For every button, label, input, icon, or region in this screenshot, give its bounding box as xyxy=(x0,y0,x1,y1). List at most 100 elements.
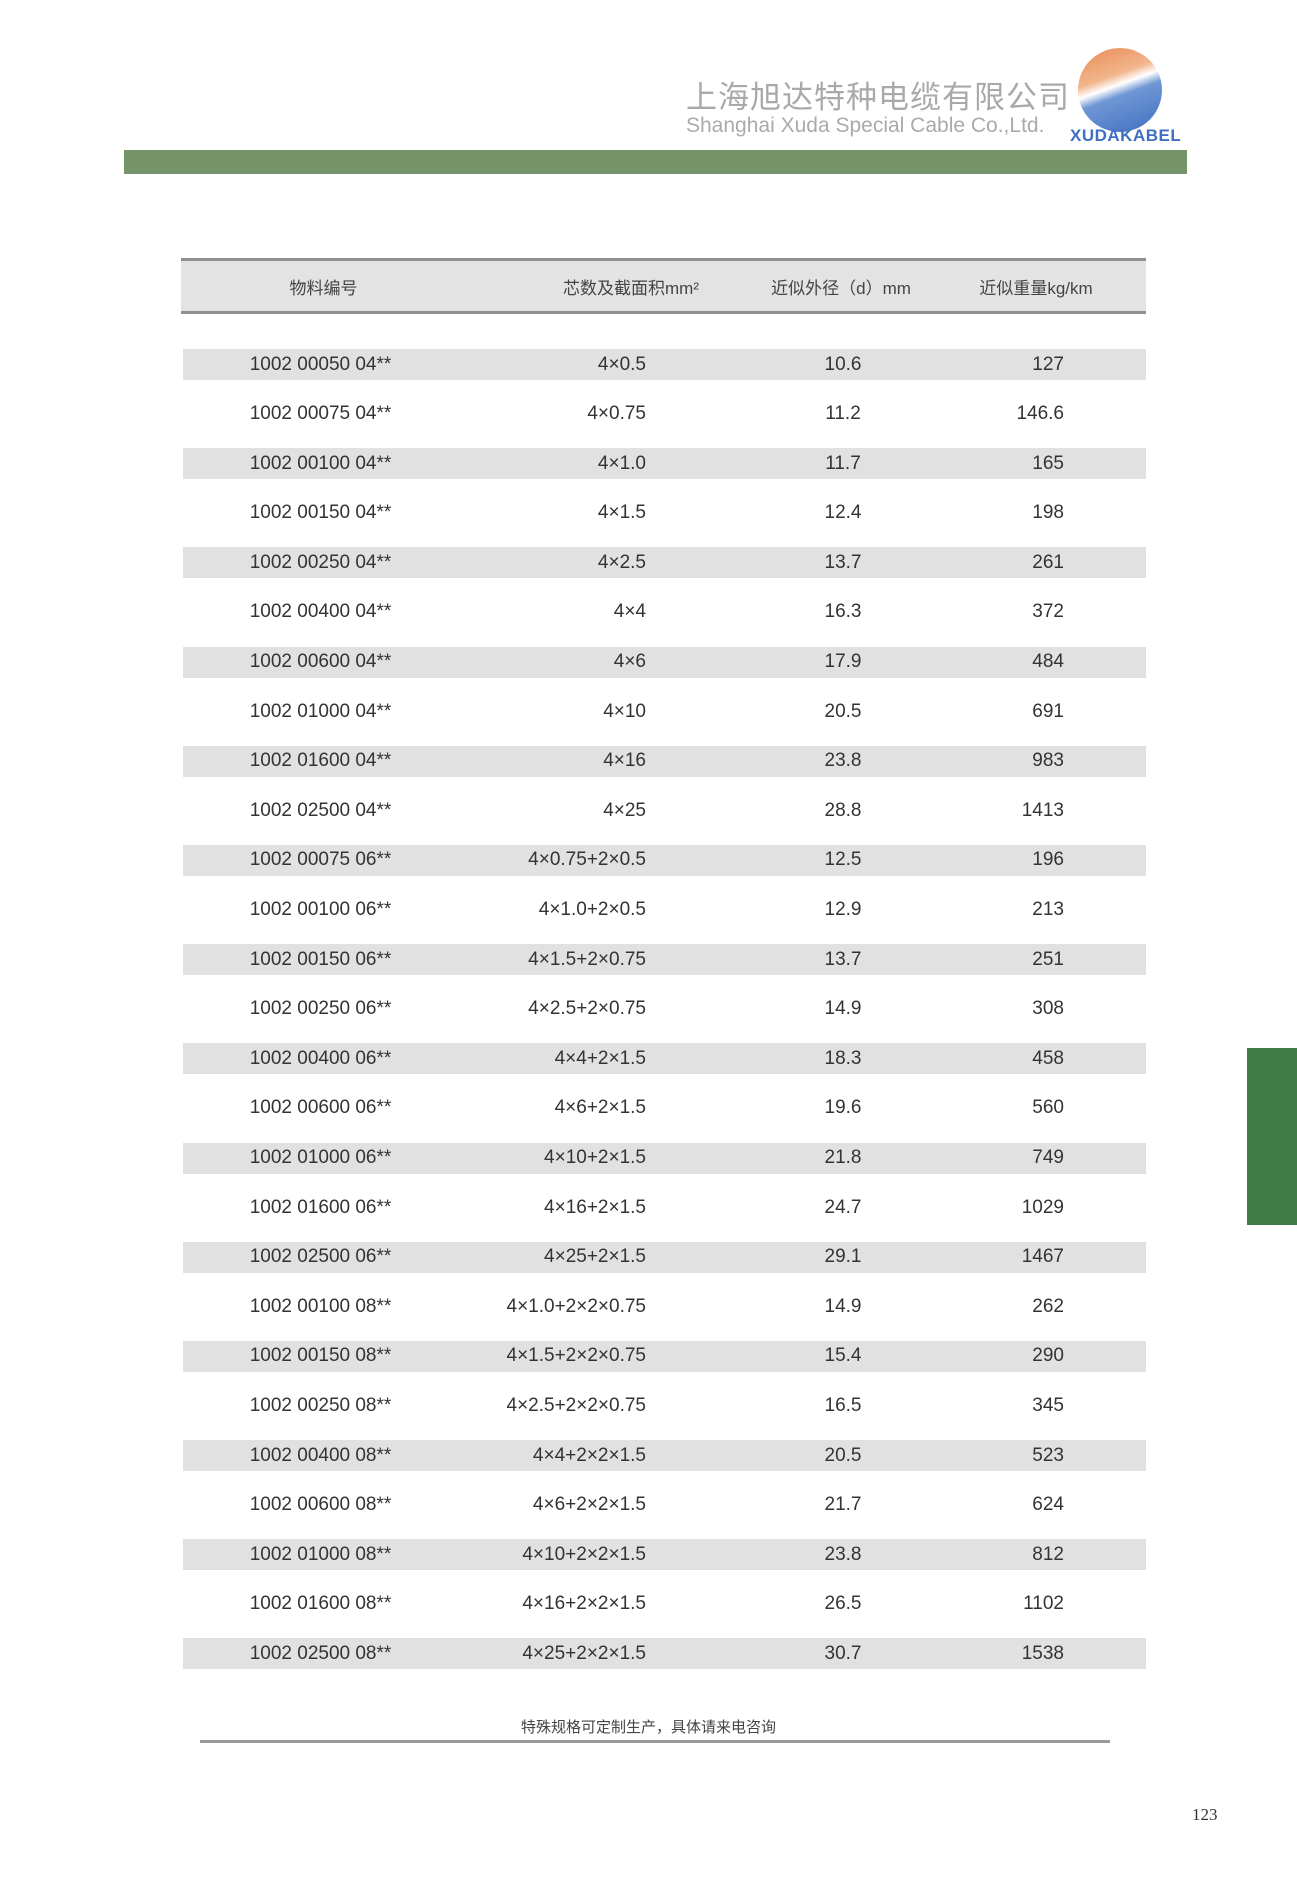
cell-cores-section: 4×10 xyxy=(603,700,646,722)
cell-part-number: 1002 02500 04** xyxy=(249,799,392,821)
cell-weight: 345 xyxy=(1032,1394,1064,1416)
cell-cores-section: 4×6+2×2×1.5 xyxy=(532,1494,646,1516)
cell-cores-section: 4×25+2×2×1.5 xyxy=(522,1642,646,1664)
cell-diameter: 12.4 xyxy=(824,502,862,524)
table-body: 1002 00050 04** 4×0.5 10.6 127 1002 00075 04… xyxy=(183,349,1146,1688)
table-row: 1002 00100 06** 4×1.0+2×0.5 12.9 213 xyxy=(183,895,1146,945)
table-row: 1002 00600 06** 4×6+2×1.5 19.6 560 xyxy=(183,1093,1146,1143)
logo-text: XUDAKABEL xyxy=(1070,126,1182,145)
cell-part-number: 1002 01000 08** xyxy=(249,1543,392,1565)
row-band xyxy=(183,1638,1146,1670)
table-row: 1002 00150 06** 4×1.5+2×0.75 13.7 251 xyxy=(183,944,1146,994)
table-row: 1002 01600 06** 4×16+2×1.5 24.7 1029 xyxy=(183,1192,1146,1242)
table-row: 1002 00100 08** 4×1.0+2×2×0.75 14.9 262 xyxy=(183,1291,1146,1341)
cell-weight: 262 xyxy=(1032,1295,1064,1317)
cell-part-number: 1002 00075 04** xyxy=(249,403,392,425)
cell-weight: 484 xyxy=(1032,651,1064,673)
cell-weight: 308 xyxy=(1032,998,1064,1020)
cell-diameter: 20.5 xyxy=(824,1444,862,1466)
cell-weight: 251 xyxy=(1032,948,1064,970)
cell-diameter: 14.9 xyxy=(824,998,862,1020)
column-header-part-number: 物料编号 xyxy=(289,278,358,298)
cell-diameter: 10.6 xyxy=(824,353,862,375)
cell-weight: 146.6 xyxy=(1016,403,1064,425)
row-band xyxy=(183,1340,1146,1372)
cell-weight: 1538 xyxy=(1021,1642,1064,1664)
cell-part-number: 1002 00150 08** xyxy=(249,1345,392,1367)
cell-diameter: 17.9 xyxy=(824,651,862,673)
table-row: 1002 02500 06** 4×25+2×1.5 29.1 1467 xyxy=(183,1241,1146,1292)
cell-diameter: 24.7 xyxy=(824,1196,862,1218)
cell-diameter: 23.8 xyxy=(824,1543,862,1565)
page-number: 123 xyxy=(1192,1805,1218,1824)
cell-weight: 198 xyxy=(1032,502,1064,524)
cell-cores-section: 4×0.5 xyxy=(597,353,646,375)
cell-weight: 213 xyxy=(1032,899,1064,921)
cell-cores-section: 4×4 xyxy=(613,601,646,623)
cell-diameter: 12.9 xyxy=(824,899,862,921)
cell-cores-section: 4×10+2×1.5 xyxy=(544,1147,646,1168)
company-name-en: Shanghai Xuda Special Cable Co.,Ltd. xyxy=(686,114,1045,137)
cell-cores-section: 4×25+2×1.5 xyxy=(544,1246,646,1268)
cell-diameter: 20.5 xyxy=(824,700,862,722)
company-logo xyxy=(1078,48,1162,132)
cell-diameter: 21.8 xyxy=(824,1147,862,1168)
row-band xyxy=(183,745,1146,777)
cell-diameter: 16.3 xyxy=(824,601,862,623)
cell-cores-section: 4×16 xyxy=(603,750,646,772)
header-green-bar xyxy=(124,150,1187,174)
cell-cores-section: 4×1.0+2×0.5 xyxy=(538,899,646,921)
column-header-diameter: 近似外径（d）mm xyxy=(771,278,911,298)
cell-cores-section: 4×4+2×1.5 xyxy=(554,1047,646,1069)
cell-weight: 290 xyxy=(1032,1345,1064,1367)
company-name-cn: 上海旭达特种电缆有限公司 xyxy=(686,80,1070,116)
cell-diameter: 26.5 xyxy=(824,1593,862,1615)
cell-part-number: 1002 00600 08** xyxy=(249,1494,392,1516)
cell-cores-section: 4×10+2×2×1.5 xyxy=(522,1543,646,1565)
row-band xyxy=(183,1043,1146,1075)
cell-cores-section: 4×2.5+2×0.75 xyxy=(528,998,646,1020)
table-row: 1002 01000 06** 4×10+2×1.5 21.8 749 xyxy=(183,1142,1146,1193)
cell-weight: 812 xyxy=(1032,1543,1064,1565)
cell-part-number: 1002 02500 08** xyxy=(249,1642,392,1664)
cell-part-number: 1002 00075 06** xyxy=(249,849,392,871)
cell-weight: 1467 xyxy=(1021,1246,1064,1268)
cell-weight: 1413 xyxy=(1021,799,1064,821)
table-row: 1002 00250 04** 4×2.5 13.7 261 xyxy=(183,547,1146,597)
cell-weight: 523 xyxy=(1032,1444,1064,1466)
cell-diameter: 16.5 xyxy=(824,1394,862,1416)
cell-cores-section: 4×1.0 xyxy=(597,452,646,474)
cell-part-number: 1002 01600 08** xyxy=(249,1593,392,1615)
table-row: 1002 00150 04** 4×1.5 12.4 198 xyxy=(183,498,1146,548)
row-band xyxy=(183,349,1146,380)
cell-weight: 1102 xyxy=(1023,1593,1064,1615)
cell-weight: 560 xyxy=(1032,1097,1064,1119)
table-row: 1002 00075 06** 4×0.75+2×0.5 12.5 196 xyxy=(183,844,1146,895)
cell-weight: 749 xyxy=(1032,1147,1064,1168)
footer-note: 特殊规格可定制生产，具体请来电咨询 xyxy=(520,1718,776,1736)
table-row: 1002 00075 04** 4×0.75 11.2 146.6 xyxy=(183,399,1146,449)
table-row: 1002 00400 08** 4×4+2×2×1.5 20.5 523 xyxy=(183,1440,1146,1490)
cell-weight: 261 xyxy=(1032,551,1064,573)
cell-part-number: 1002 01000 04** xyxy=(249,700,392,722)
table-row: 1002 00400 04** 4×4 16.3 372 xyxy=(183,597,1146,647)
cell-weight: 127 xyxy=(1032,353,1064,375)
cell-part-number: 1002 00400 08** xyxy=(249,1444,392,1466)
row-band xyxy=(183,547,1146,579)
cell-part-number: 1002 00100 04** xyxy=(249,452,392,474)
cell-diameter: 19.6 xyxy=(824,1097,862,1119)
row-band xyxy=(183,944,1146,976)
cell-weight: 458 xyxy=(1032,1047,1064,1069)
table-row: 1002 00250 08** 4×2.5+2×2×0.75 16.5 345 xyxy=(183,1390,1146,1440)
table-row: 1002 02500 08** 4×25+2×2×1.5 30.7 1538 xyxy=(183,1638,1146,1688)
cell-diameter: 30.7 xyxy=(824,1642,862,1664)
cell-cores-section: 4×1.5 xyxy=(597,502,646,524)
cell-cores-section: 4×0.75 xyxy=(587,403,646,425)
cell-part-number: 1002 00400 04** xyxy=(249,601,392,623)
cell-weight: 983 xyxy=(1032,750,1064,772)
cell-diameter: 11.7 xyxy=(825,452,861,474)
cell-cores-section: 4×2.5+2×2×0.75 xyxy=(506,1394,646,1416)
table-row: 1002 00250 06** 4×2.5+2×0.75 14.9 308 xyxy=(183,994,1146,1044)
table-row: 1002 02500 04** 4×25 28.8 1413 xyxy=(183,795,1146,845)
cell-cores-section: 4×1.5+2×2×0.75 xyxy=(506,1345,646,1367)
